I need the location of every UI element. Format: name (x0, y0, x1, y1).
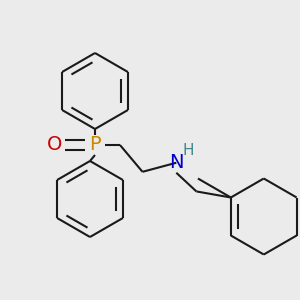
Text: H: H (183, 143, 194, 158)
Text: O: O (47, 136, 63, 154)
Text: N: N (169, 153, 184, 172)
Text: P: P (89, 136, 101, 154)
